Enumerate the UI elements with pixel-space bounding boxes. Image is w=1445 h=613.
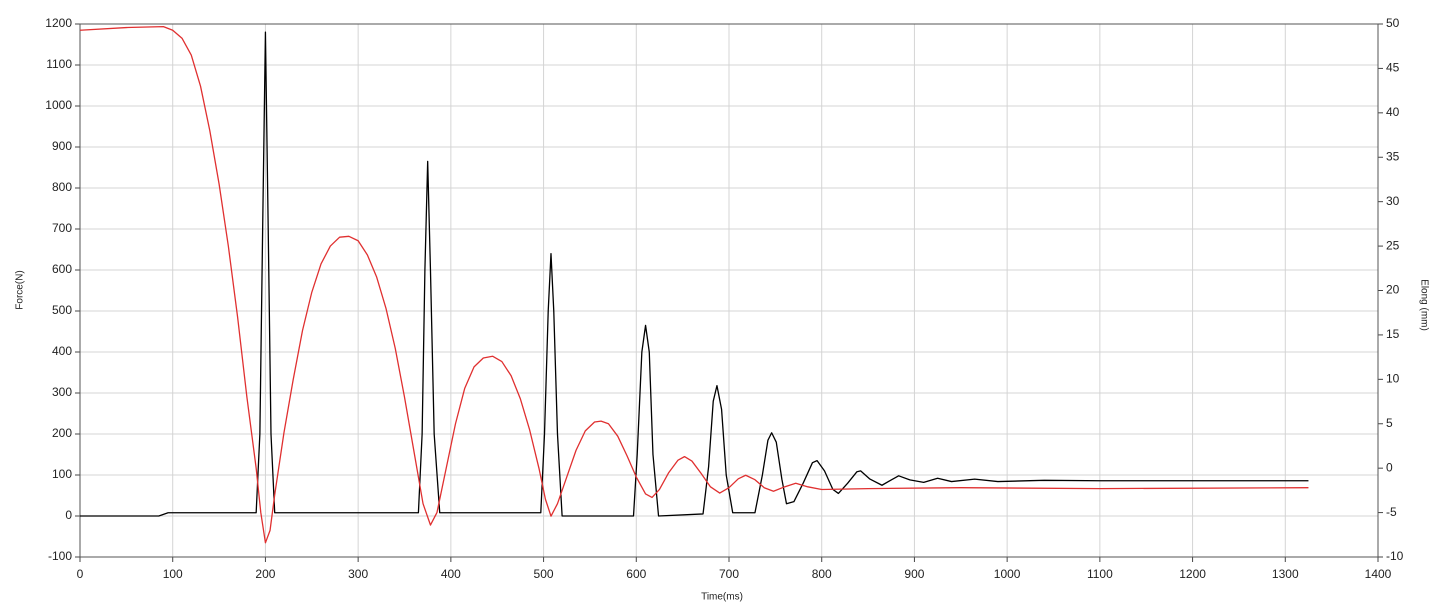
y2-tick-label: 25 <box>1386 238 1400 252</box>
x-tick-label: 400 <box>441 567 461 581</box>
y-tick-label: 0 <box>65 508 72 522</box>
y2-tick-label: 15 <box>1386 327 1400 341</box>
y2-tick-label: 40 <box>1386 105 1400 119</box>
x-tick-label: 900 <box>904 567 924 581</box>
x-axis-label: Time(ms) <box>701 592 743 603</box>
y2-tick-label: 35 <box>1386 149 1400 163</box>
y-tick-label: 800 <box>52 180 72 194</box>
y2-tick-label: -5 <box>1386 505 1397 519</box>
x-tick-label: 1400 <box>1365 567 1392 581</box>
x-tick-label: 1000 <box>994 567 1021 581</box>
y-tick-label: 300 <box>52 385 72 399</box>
y-axis-label: Force(N) <box>15 270 26 309</box>
y-tick-label: 100 <box>52 467 72 481</box>
series-line <box>80 31 1309 517</box>
y2-tick-label: 10 <box>1386 372 1400 386</box>
y-tick-label: 500 <box>52 303 72 317</box>
series-line <box>79 26 1309 544</box>
y-tick-label: 700 <box>52 221 72 235</box>
y2-tick-label: 5 <box>1386 416 1393 430</box>
x-tick-label: 100 <box>163 567 183 581</box>
y-tick-label: 200 <box>52 426 72 440</box>
y-tick-label: 600 <box>52 262 72 276</box>
y-tick-label: -100 <box>48 549 72 563</box>
y2-tick-label: -10 <box>1386 549 1404 563</box>
y2-tick-label: 50 <box>1386 16 1400 30</box>
x-tick-label: 1200 <box>1179 567 1206 581</box>
x-tick-label: 300 <box>348 567 368 581</box>
x-tick-label: 1300 <box>1272 567 1299 581</box>
y2-axis-label: Elong (mm) <box>1418 279 1429 331</box>
x-tick-label: 600 <box>626 567 646 581</box>
x-tick-label: 700 <box>719 567 739 581</box>
y2-tick-label: 20 <box>1386 283 1400 297</box>
plot-frame <box>79 23 1379 558</box>
x-tick-label: 200 <box>255 567 275 581</box>
x-tick-label: 800 <box>812 567 832 581</box>
y2-tick-label: 45 <box>1386 61 1400 75</box>
y-tick-label: 1200 <box>45 16 72 30</box>
y2-tick-label: 30 <box>1386 194 1400 208</box>
x-tick-label: 1100 <box>1087 567 1113 581</box>
y2-tick-label: 0 <box>1386 460 1393 474</box>
y-tick-label: 900 <box>52 139 72 153</box>
x-tick-label: 500 <box>534 567 554 581</box>
y-tick-label: 1000 <box>45 98 72 112</box>
x-tick-label: 0 <box>77 567 84 581</box>
y-tick-label: 400 <box>52 344 72 358</box>
y-tick-label: 1100 <box>46 57 72 71</box>
